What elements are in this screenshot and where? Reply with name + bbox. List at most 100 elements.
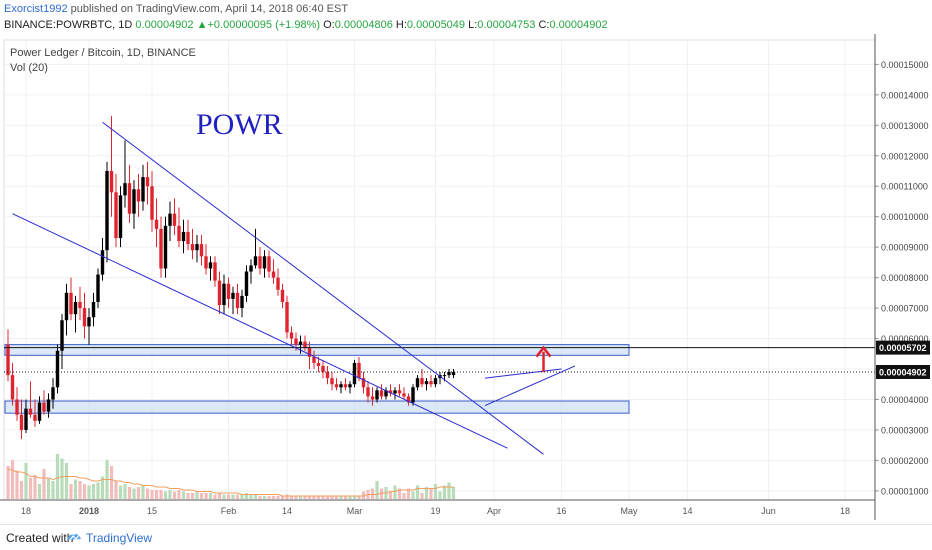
candle-body (118, 195, 123, 239)
volume-bar (154, 490, 159, 499)
volume-bar (411, 491, 415, 499)
candle-body (433, 378, 438, 385)
candle-body (123, 183, 127, 196)
support-zone (4, 400, 630, 414)
volume-bar (415, 485, 420, 499)
candle-body (429, 381, 433, 385)
volume-bar (46, 478, 51, 499)
price-chart[interactable]: 0.00001000 0.00002000 0.00003000 0.00004000… (0, 34, 932, 524)
candle-body (181, 231, 186, 242)
price-axis[interactable]: 0.00001000 0.00002000 0.00003000 0.00004000… (874, 34, 930, 520)
change-arrow-icon: ▲ (196, 19, 208, 31)
volume-bar (321, 496, 325, 499)
candle-body (127, 183, 132, 214)
price-tick-label: 0.00014000 (881, 90, 929, 100)
volume-bar (181, 491, 186, 499)
volume-bar (51, 481, 55, 499)
volume-bar (361, 491, 366, 499)
chart-canvas[interactable]: 0.00001000 0.00002000 0.00003000 0.00004000… (0, 34, 932, 524)
candle-body (186, 231, 190, 245)
volume-bar (208, 493, 213, 499)
candle-body (222, 283, 226, 306)
volume-bar (60, 458, 64, 499)
candle-body (325, 372, 330, 379)
price-change: +0.00000095 (+1.98%) (207, 19, 321, 31)
volume-bar (357, 496, 361, 499)
candle-body (100, 250, 105, 275)
price-tick-label: 0.00011000 (881, 182, 928, 192)
volume-bar (186, 493, 190, 499)
tradingview-link[interactable]: TradingView (86, 531, 153, 545)
volume-bar (217, 493, 222, 499)
author-link[interactable]: Exorcist1992 (4, 3, 68, 15)
candle-body (244, 271, 249, 296)
candle-body (69, 292, 73, 315)
volume-indicator-label: Vol (20) (10, 62, 48, 74)
candle-body (231, 292, 235, 299)
candle-body (199, 244, 204, 257)
candle-body (24, 408, 28, 430)
volume-bar (402, 493, 406, 499)
publish-line: Exorcist1992 published on TradingView.co… (4, 3, 348, 15)
price-level-label: 0.00005702 (879, 343, 927, 353)
volume-bar (199, 493, 204, 499)
candle-body (420, 378, 424, 385)
volume-bar (204, 493, 208, 499)
volume-bar (10, 460, 15, 499)
support-zone (4, 344, 630, 356)
candle-body (267, 256, 271, 272)
volume-bar (352, 496, 357, 499)
volume-bar (64, 463, 69, 499)
volume-bar (150, 490, 154, 499)
trendline (484, 365, 576, 407)
volume-bar (316, 496, 321, 499)
volume-bar (78, 481, 82, 499)
open-value: 0.00004806 (334, 19, 393, 31)
volume-bar (6, 466, 10, 499)
candle-body (339, 384, 343, 388)
tradingview-logo-icon[interactable] (66, 531, 82, 543)
footer: Created with TradingView (0, 524, 932, 550)
candle-body (87, 317, 91, 327)
support-zones (4, 344, 630, 414)
high-label: H: (395, 19, 407, 31)
volume-bar (73, 479, 78, 499)
price-tick-label: 0.00015000 (881, 60, 929, 70)
candle-body (154, 219, 159, 229)
volume-bar (303, 496, 307, 499)
volume-bar (33, 475, 37, 499)
candle-body (136, 189, 141, 202)
volume-bar (235, 494, 240, 499)
volume-bar (262, 496, 267, 499)
ohlc-line: BINANCE:POWRBTC, 1D 0.00004902 ▲+0.00000… (4, 19, 608, 31)
candle-body (294, 338, 298, 345)
trendline (484, 368, 562, 379)
candle-body (42, 402, 46, 412)
time-tick-label: 18 (21, 506, 31, 516)
candle-body (271, 271, 276, 278)
candle-body (321, 365, 325, 373)
candle-body (51, 387, 55, 400)
time-tick-label: 14 (682, 506, 692, 516)
volume-bar (213, 494, 217, 499)
time-axis[interactable]: 18 2018 15 Feb 14 Mar 19 Apr 16 May 14 Jun 18 (0, 499, 875, 516)
candle-body (370, 396, 375, 400)
time-tick-label: 14 (282, 506, 292, 516)
low-value: 0.00004753 (477, 19, 536, 31)
candle-body (33, 414, 37, 421)
candle-body (168, 213, 172, 226)
candle-body (37, 402, 42, 421)
volume-bar (159, 490, 163, 499)
volume-bar (424, 487, 429, 499)
published-text: published on TradingView.com, April 14, … (70, 3, 349, 15)
volume-bar (145, 488, 150, 499)
candle-body (262, 256, 267, 269)
volume-bar (28, 478, 33, 499)
volume-bar (109, 466, 114, 499)
candle-body (109, 170, 114, 193)
volume-bar (15, 470, 19, 499)
powr-annotation: POWR (196, 108, 283, 141)
candle-body (208, 262, 213, 269)
volume-bar (231, 494, 235, 499)
candle-body (204, 256, 208, 269)
